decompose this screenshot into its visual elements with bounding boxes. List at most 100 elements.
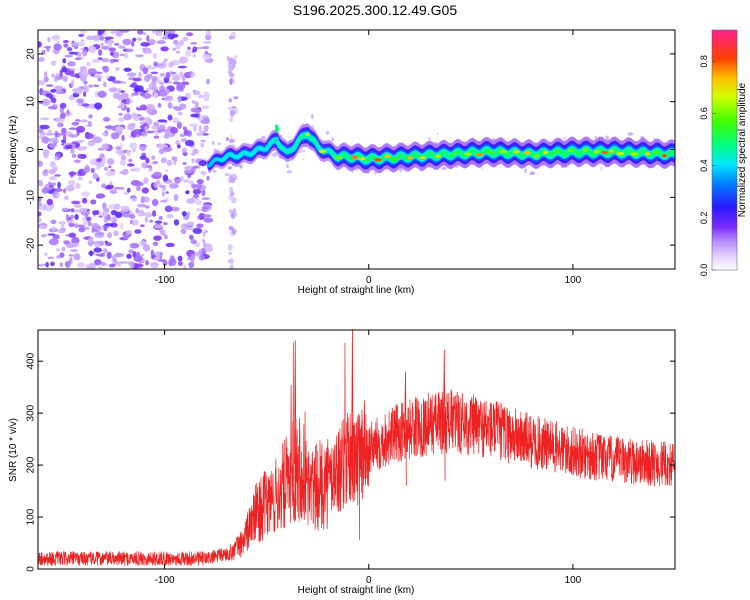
signal-hotspot <box>464 152 472 156</box>
noise-blob <box>43 152 49 159</box>
noise-blob <box>118 112 123 116</box>
noise-blob <box>125 97 131 105</box>
spectrogram-y-label: Frequency (Hz) <box>8 116 19 185</box>
signal-hotspot <box>452 152 457 156</box>
noise-blob <box>184 49 192 57</box>
noise-blob <box>119 159 127 166</box>
noise-blob <box>97 77 102 82</box>
spectrogram-y-tick-label: -20 <box>26 237 37 252</box>
noise-blob <box>83 220 88 226</box>
noise-blob <box>233 212 238 217</box>
noise-blob <box>128 249 134 254</box>
noise-blob <box>45 205 53 212</box>
noise-blob <box>175 50 181 54</box>
noise-blob <box>159 199 168 203</box>
noise-blob <box>117 87 122 94</box>
noise-blob <box>85 35 95 41</box>
noise-blob <box>92 210 100 216</box>
noise-blob <box>140 196 151 203</box>
noise-blob <box>120 205 130 213</box>
noise-blob <box>119 30 130 33</box>
snr-series-line <box>38 342 675 566</box>
noise-blob <box>100 42 104 47</box>
signal-hotspot <box>486 150 494 154</box>
noise-blob <box>67 61 76 67</box>
signal-hotspot <box>351 155 358 159</box>
noise-blob <box>203 125 209 132</box>
noise-blob <box>110 31 118 34</box>
noise-blob <box>81 49 88 57</box>
noise-blob <box>190 152 196 156</box>
noise-blob <box>119 142 123 151</box>
noise-blob <box>45 93 53 98</box>
signal-hotspot <box>593 150 601 154</box>
noise-blob <box>126 107 130 113</box>
noise-blob <box>140 224 145 228</box>
noise-blob <box>188 180 195 185</box>
noise-blob <box>70 148 75 154</box>
noise-blob <box>71 121 80 126</box>
noise-blob <box>202 206 210 210</box>
noise-blob <box>118 117 125 122</box>
noise-blob <box>134 229 142 234</box>
noise-blob <box>40 117 50 121</box>
noise-blob <box>41 136 50 144</box>
noise-blob <box>529 171 535 176</box>
noise-blob <box>158 89 169 97</box>
noise-blob <box>83 80 88 85</box>
colorbar-tick-label: 0.8 <box>699 55 709 68</box>
signal-hotspot <box>419 156 426 160</box>
noise-blob <box>227 61 232 69</box>
noise-blob <box>224 172 230 177</box>
snr-y-tick-label: 200 <box>26 456 37 473</box>
noise-blob <box>123 113 132 121</box>
noise-blob <box>85 264 89 269</box>
noise-blob <box>51 226 56 232</box>
noise-blob <box>81 145 88 149</box>
noise-blob <box>94 240 101 248</box>
noise-blob <box>142 92 152 99</box>
noise-blob <box>141 187 149 194</box>
noise-blob <box>154 220 163 224</box>
noise-blob <box>38 217 42 223</box>
noise-blob <box>135 54 144 58</box>
noise-blob <box>198 94 204 99</box>
noise-blob <box>59 113 66 119</box>
noise-blob <box>174 107 182 111</box>
noise-blob <box>212 170 217 173</box>
noise-blob <box>42 170 49 177</box>
noise-blob <box>71 236 80 245</box>
noise-blob <box>43 76 49 83</box>
noise-blob <box>76 224 86 228</box>
noise-blob <box>155 30 159 37</box>
noise-blob <box>49 161 57 168</box>
noise-blob <box>120 222 124 230</box>
noise-blob <box>63 43 69 48</box>
noise-blob <box>77 153 83 159</box>
noise-blob <box>233 96 239 100</box>
noise-blob <box>71 154 77 158</box>
noise-blob <box>182 179 190 183</box>
noise-blob <box>228 209 234 214</box>
signal-hotspot <box>407 156 414 160</box>
noise-blob <box>64 54 74 58</box>
noise-blob <box>192 189 202 195</box>
noise-blob <box>177 261 183 266</box>
noise-blob <box>171 117 180 124</box>
snr-marks <box>38 330 675 566</box>
noise-blob <box>159 65 165 70</box>
noise-blob <box>331 137 335 142</box>
noise-blob <box>150 249 155 257</box>
noise-blob <box>135 134 141 138</box>
noise-blob <box>153 92 159 99</box>
noise-blob <box>239 164 243 169</box>
signal-hotspot <box>334 156 344 160</box>
noise-blob <box>112 80 122 84</box>
noise-blob <box>599 166 604 171</box>
noise-blob <box>70 249 78 252</box>
noise-blob <box>148 39 156 45</box>
noise-blob <box>126 163 135 167</box>
noise-blob <box>144 212 153 218</box>
noise-blob <box>192 53 196 58</box>
